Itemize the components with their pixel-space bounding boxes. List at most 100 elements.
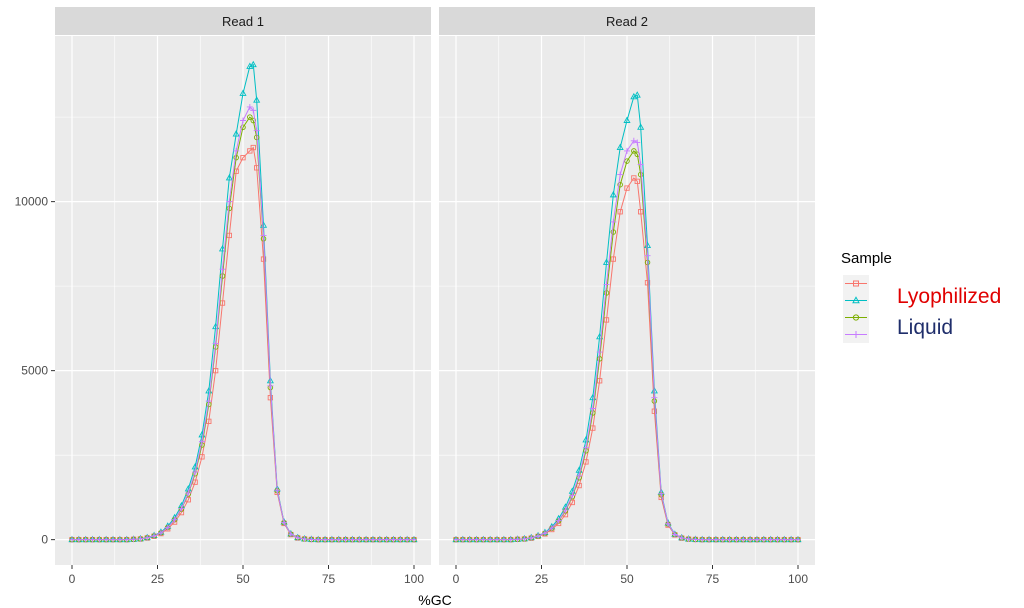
data-point	[637, 171, 644, 178]
legend-key-circle-marker	[852, 314, 860, 321]
data-point	[233, 154, 239, 161]
data-point	[480, 536, 487, 543]
facet-strip	[55, 7, 431, 35]
data-point	[706, 536, 713, 543]
data-point	[494, 536, 501, 543]
data-point	[719, 536, 726, 543]
data-point	[328, 536, 335, 543]
data-point	[528, 534, 535, 541]
data-point	[459, 536, 466, 543]
x-tick-label: 100	[404, 572, 424, 586]
data-point	[249, 60, 257, 68]
data-point	[671, 531, 678, 538]
data-point	[225, 174, 233, 181]
data-point	[617, 181, 623, 188]
data-point	[576, 472, 583, 479]
data-point	[781, 536, 788, 543]
data-point	[521, 535, 528, 542]
data-point	[603, 281, 610, 288]
data-point	[774, 536, 781, 543]
data-point	[589, 405, 596, 412]
data-point	[335, 536, 342, 543]
data-point	[322, 536, 329, 543]
legend-label: Lyophilized	[897, 285, 1001, 308]
data-point	[233, 147, 240, 154]
data-point	[123, 536, 130, 543]
legend-key-plus-marker	[852, 331, 860, 338]
data-point	[137, 535, 144, 542]
data-point	[651, 408, 658, 414]
data-point	[487, 536, 494, 543]
data-point	[633, 91, 641, 98]
data-point	[185, 490, 192, 497]
data-point	[610, 256, 616, 262]
data-point	[634, 178, 640, 184]
data-point	[178, 505, 185, 512]
facet-strip-label: Read 2	[606, 14, 648, 29]
data-point	[103, 536, 110, 543]
series-line	[456, 140, 798, 541]
data-point	[157, 529, 164, 536]
data-point	[658, 490, 665, 497]
x-tick-label: 75	[706, 572, 720, 586]
data-point	[383, 536, 390, 543]
data-point	[740, 536, 747, 543]
data-point	[342, 536, 349, 543]
data-point	[569, 492, 576, 499]
data-point	[130, 536, 137, 543]
data-point	[760, 536, 767, 543]
data-point	[555, 517, 562, 524]
data-point	[212, 340, 219, 347]
data-point	[541, 530, 548, 537]
data-point	[590, 425, 596, 431]
data-point	[219, 266, 226, 273]
data-point	[631, 175, 637, 181]
x-tick-label: 100	[788, 572, 808, 586]
data-point	[260, 256, 267, 262]
facet-panel-2: Read 2 0 25 50 75 100	[439, 7, 815, 586]
data-point	[110, 536, 117, 543]
data-point	[651, 394, 658, 401]
series-plus	[453, 137, 801, 543]
data-point	[624, 185, 630, 191]
data-point	[240, 117, 246, 124]
data-point	[260, 232, 267, 239]
data-point	[240, 124, 246, 131]
x-tick-label: 25	[151, 572, 165, 586]
data-point	[638, 209, 644, 215]
x-tick-label: 0	[453, 572, 460, 586]
data-point	[246, 103, 253, 110]
data-point	[267, 382, 274, 389]
data-point	[596, 356, 603, 362]
data-point	[349, 536, 356, 543]
data-point	[144, 534, 151, 541]
data-point	[250, 144, 256, 151]
data-point	[500, 536, 507, 543]
data-point	[582, 444, 589, 451]
data-point	[363, 536, 370, 543]
data-point	[453, 536, 459, 543]
data-point	[596, 378, 603, 384]
data-point	[164, 524, 171, 531]
data-point	[685, 536, 692, 543]
data-point	[507, 536, 514, 543]
data-point	[226, 198, 233, 205]
data-point	[767, 536, 774, 543]
data-point	[250, 117, 257, 124]
data-point	[753, 536, 760, 543]
data-point	[576, 482, 582, 489]
data-point	[726, 536, 733, 543]
data-point	[192, 479, 198, 485]
data-point	[617, 171, 624, 178]
data-point	[712, 536, 719, 543]
data-point	[678, 534, 685, 541]
data-point	[583, 459, 589, 465]
x-tick-label: 25	[535, 572, 549, 586]
y-tick-label: 5000	[21, 364, 48, 378]
data-point	[637, 161, 644, 168]
x-tick-label: 50	[620, 572, 634, 586]
data-point	[397, 536, 404, 543]
data-point	[603, 317, 610, 323]
data-point	[665, 520, 672, 527]
data-point	[240, 155, 246, 161]
